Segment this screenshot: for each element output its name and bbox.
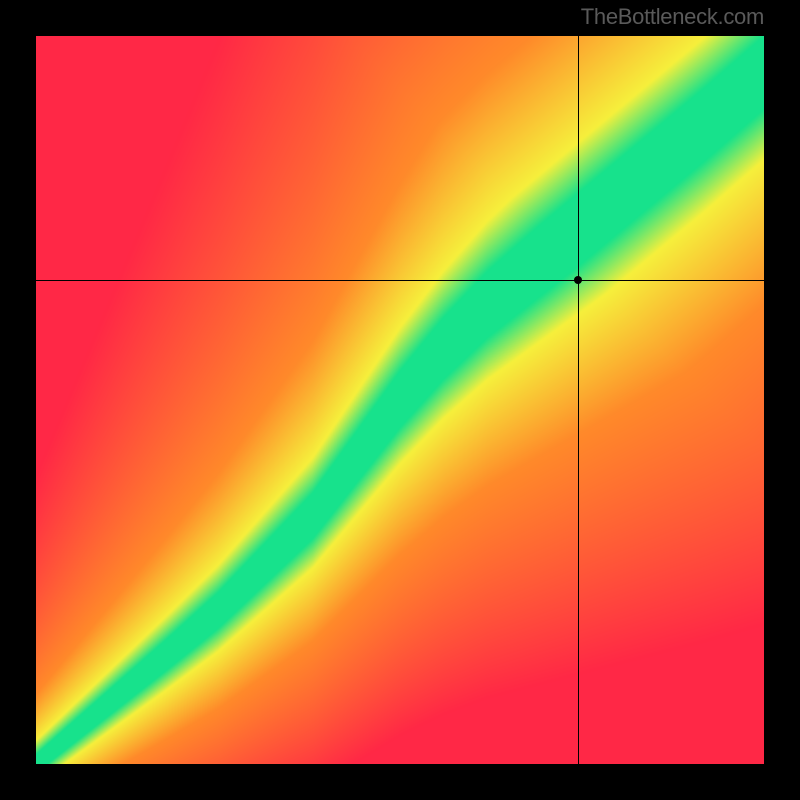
- heatmap-canvas: [36, 36, 764, 764]
- bottleneck-heatmap: [36, 36, 764, 764]
- watermark: TheBottleneck.com: [581, 4, 764, 30]
